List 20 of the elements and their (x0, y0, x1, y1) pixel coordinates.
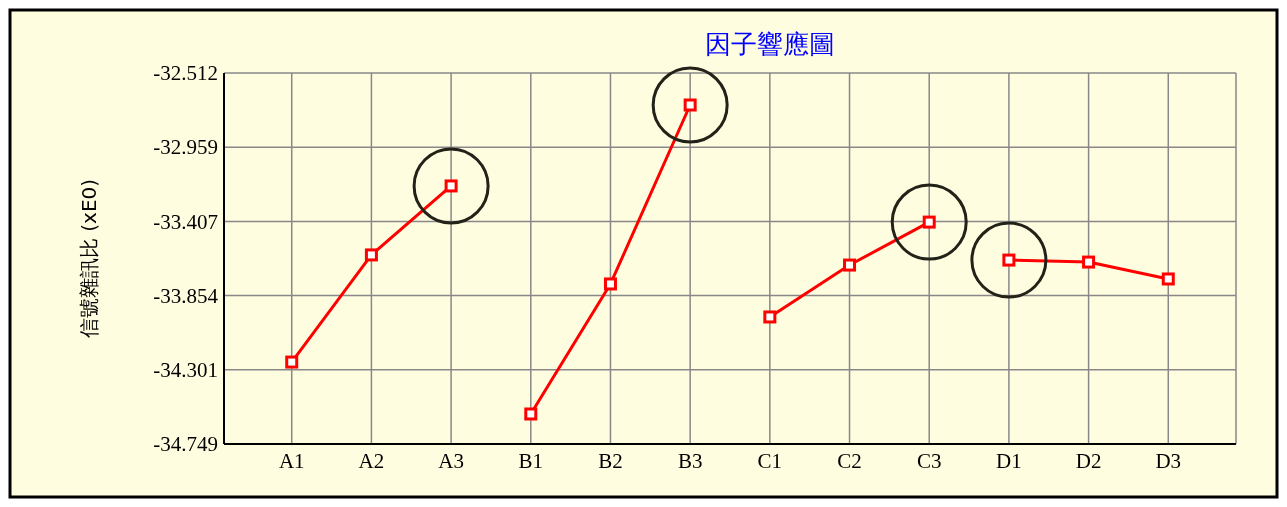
x-tick-label: B3 (677, 449, 703, 473)
x-tick-label: B1 (518, 449, 544, 473)
x-tick-label: B2 (598, 449, 623, 473)
x-tick-label: A1 (278, 449, 305, 473)
x-tick-label: C3 (916, 449, 942, 473)
y-tick-label: -32.959 (153, 135, 218, 160)
chart-title: 因子響應圖 (705, 29, 835, 59)
x-tick-label: D3 (1155, 449, 1182, 473)
y-tick-label: -33.854 (153, 283, 219, 308)
y-tick-label: -34.749 (153, 432, 218, 457)
x-tick-label: C1 (757, 449, 783, 473)
y-tick-label: -32.512 (153, 61, 218, 86)
y-tick-label: -33.407 (153, 209, 218, 234)
x-tick-label: D2 (1075, 449, 1102, 473)
x-tick-label: A2 (358, 449, 385, 473)
x-tick-label: D1 (996, 449, 1022, 473)
x-tick-label: C2 (837, 449, 862, 473)
y-axis-title: 信號雜訊比 (xE0) (77, 178, 101, 339)
y-tick-label: -34.301 (153, 358, 218, 383)
x-tick-label: A3 (438, 449, 464, 473)
